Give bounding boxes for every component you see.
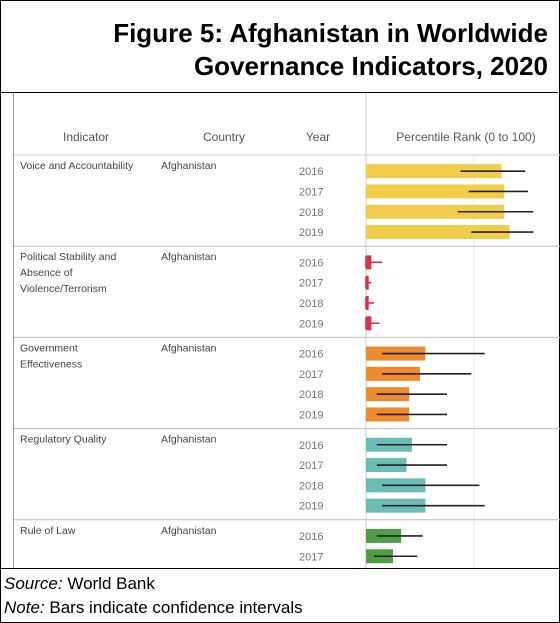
note-value: Bars indicate confidence intervals xyxy=(49,598,303,617)
year-label: 2019 xyxy=(299,409,323,421)
year-label: 2016 xyxy=(299,440,323,452)
source-value: World Bank xyxy=(67,574,155,593)
year-label: 2016 xyxy=(299,257,323,269)
bar xyxy=(366,164,502,179)
bar xyxy=(366,204,505,219)
year-label: 2018 xyxy=(299,389,323,401)
year-label: 2017 xyxy=(299,551,323,563)
note-line: Note: Bars indicate confidence intervals xyxy=(4,596,303,620)
indicator-label: Rule of Law xyxy=(20,525,76,537)
footer: Source: World Bank Note: Bars indicate c… xyxy=(4,572,303,620)
year-label: 2017 xyxy=(299,369,323,381)
indicator-label: Political Stability and xyxy=(20,251,116,263)
column-header-0: Indicator xyxy=(63,130,109,144)
bar xyxy=(366,225,510,240)
indicator-label: Regulatory Quality xyxy=(20,434,107,446)
bar xyxy=(366,184,505,199)
country-label: Afghanistan xyxy=(161,342,217,354)
chart-title-line-2: Governance Indicators, 2020 xyxy=(193,51,548,81)
bottom-rule xyxy=(0,568,560,569)
indicator-label: Absence of xyxy=(20,267,73,279)
country-label: Afghanistan xyxy=(161,434,217,446)
country-label: Afghanistan xyxy=(161,160,217,172)
year-label: 2019 xyxy=(299,501,323,513)
indicator-label: Effectiveness xyxy=(20,358,82,370)
source-line: Source: World Bank xyxy=(4,572,303,596)
year-label: 2018 xyxy=(299,480,323,492)
year-label: 2019 xyxy=(299,227,323,239)
year-label: 2016 xyxy=(299,349,323,361)
chart-svg: Indicator Country Year Percentile Rank (0 t… xyxy=(14,93,560,568)
note-label: Note: xyxy=(4,598,45,617)
country-label: Afghanistan xyxy=(161,525,217,537)
year-label: 2018 xyxy=(299,298,323,310)
chart-title-line-1: Figure 5: Afghanistan in Worldwide xyxy=(113,18,548,48)
year-label: 2016 xyxy=(299,166,323,178)
year-label: 2017 xyxy=(299,460,323,472)
source-label: Source: xyxy=(4,574,63,593)
chart-area: Indicator Country Year Percentile Rank (0 t… xyxy=(13,93,560,568)
year-label: 2017 xyxy=(299,186,323,198)
chart-title: Figure 5: Afghanistan in Worldwide Gover… xyxy=(113,17,548,83)
title-box: Figure 5: Afghanistan in Worldwide Gover… xyxy=(1,1,558,93)
year-label: 2018 xyxy=(299,207,323,219)
country-label: Afghanistan xyxy=(161,251,217,263)
year-label: 2017 xyxy=(299,278,323,290)
year-label: 2019 xyxy=(299,318,323,330)
column-header-1: Country xyxy=(203,130,245,144)
indicator-label: Violence/Terrorism xyxy=(20,283,107,295)
year-label: 2016 xyxy=(299,531,323,543)
indicator-label: Government xyxy=(20,342,78,354)
column-header-2: Year xyxy=(306,130,330,144)
column-header-3: Percentile Rank (0 to 100) xyxy=(396,130,535,144)
indicator-label: Voice and Accountability xyxy=(20,160,134,172)
